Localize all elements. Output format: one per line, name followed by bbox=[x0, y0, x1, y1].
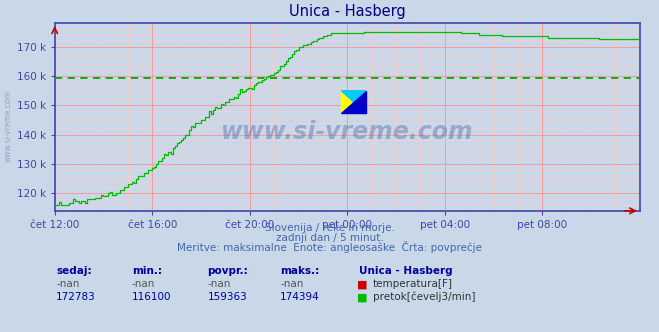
Text: sedaj:: sedaj: bbox=[56, 266, 92, 276]
Text: -nan: -nan bbox=[280, 279, 303, 289]
Polygon shape bbox=[341, 91, 366, 113]
Text: -nan: -nan bbox=[132, 279, 155, 289]
Text: -nan: -nan bbox=[56, 279, 79, 289]
Text: 172783: 172783 bbox=[56, 292, 96, 302]
Text: 116100: 116100 bbox=[132, 292, 171, 302]
Text: temperatura[F]: temperatura[F] bbox=[373, 279, 453, 289]
Text: maks.:: maks.: bbox=[280, 266, 320, 276]
Text: ■: ■ bbox=[357, 292, 367, 302]
Text: povpr.:: povpr.: bbox=[208, 266, 248, 276]
Text: ■: ■ bbox=[357, 279, 367, 289]
Text: -nan: -nan bbox=[208, 279, 231, 289]
Text: zadnji dan / 5 minut.: zadnji dan / 5 minut. bbox=[275, 233, 384, 243]
Polygon shape bbox=[341, 91, 366, 113]
Text: pretok[čevelj3/min]: pretok[čevelj3/min] bbox=[373, 292, 476, 302]
Polygon shape bbox=[341, 91, 366, 113]
Text: 174394: 174394 bbox=[280, 292, 320, 302]
Text: min.:: min.: bbox=[132, 266, 162, 276]
Text: www.si-vreme.com: www.si-vreme.com bbox=[221, 120, 474, 144]
Title: Unica - Hasberg: Unica - Hasberg bbox=[289, 4, 406, 19]
Text: www.si-vreme.com: www.si-vreme.com bbox=[4, 90, 13, 162]
Text: 159363: 159363 bbox=[208, 292, 247, 302]
Text: Meritve: maksimalne  Enote: angleosaške  Črta: povprečje: Meritve: maksimalne Enote: angleosaške Č… bbox=[177, 241, 482, 253]
Text: Unica - Hasberg: Unica - Hasberg bbox=[359, 266, 453, 276]
Text: Slovenija / reke in morje.: Slovenija / reke in morje. bbox=[264, 223, 395, 233]
